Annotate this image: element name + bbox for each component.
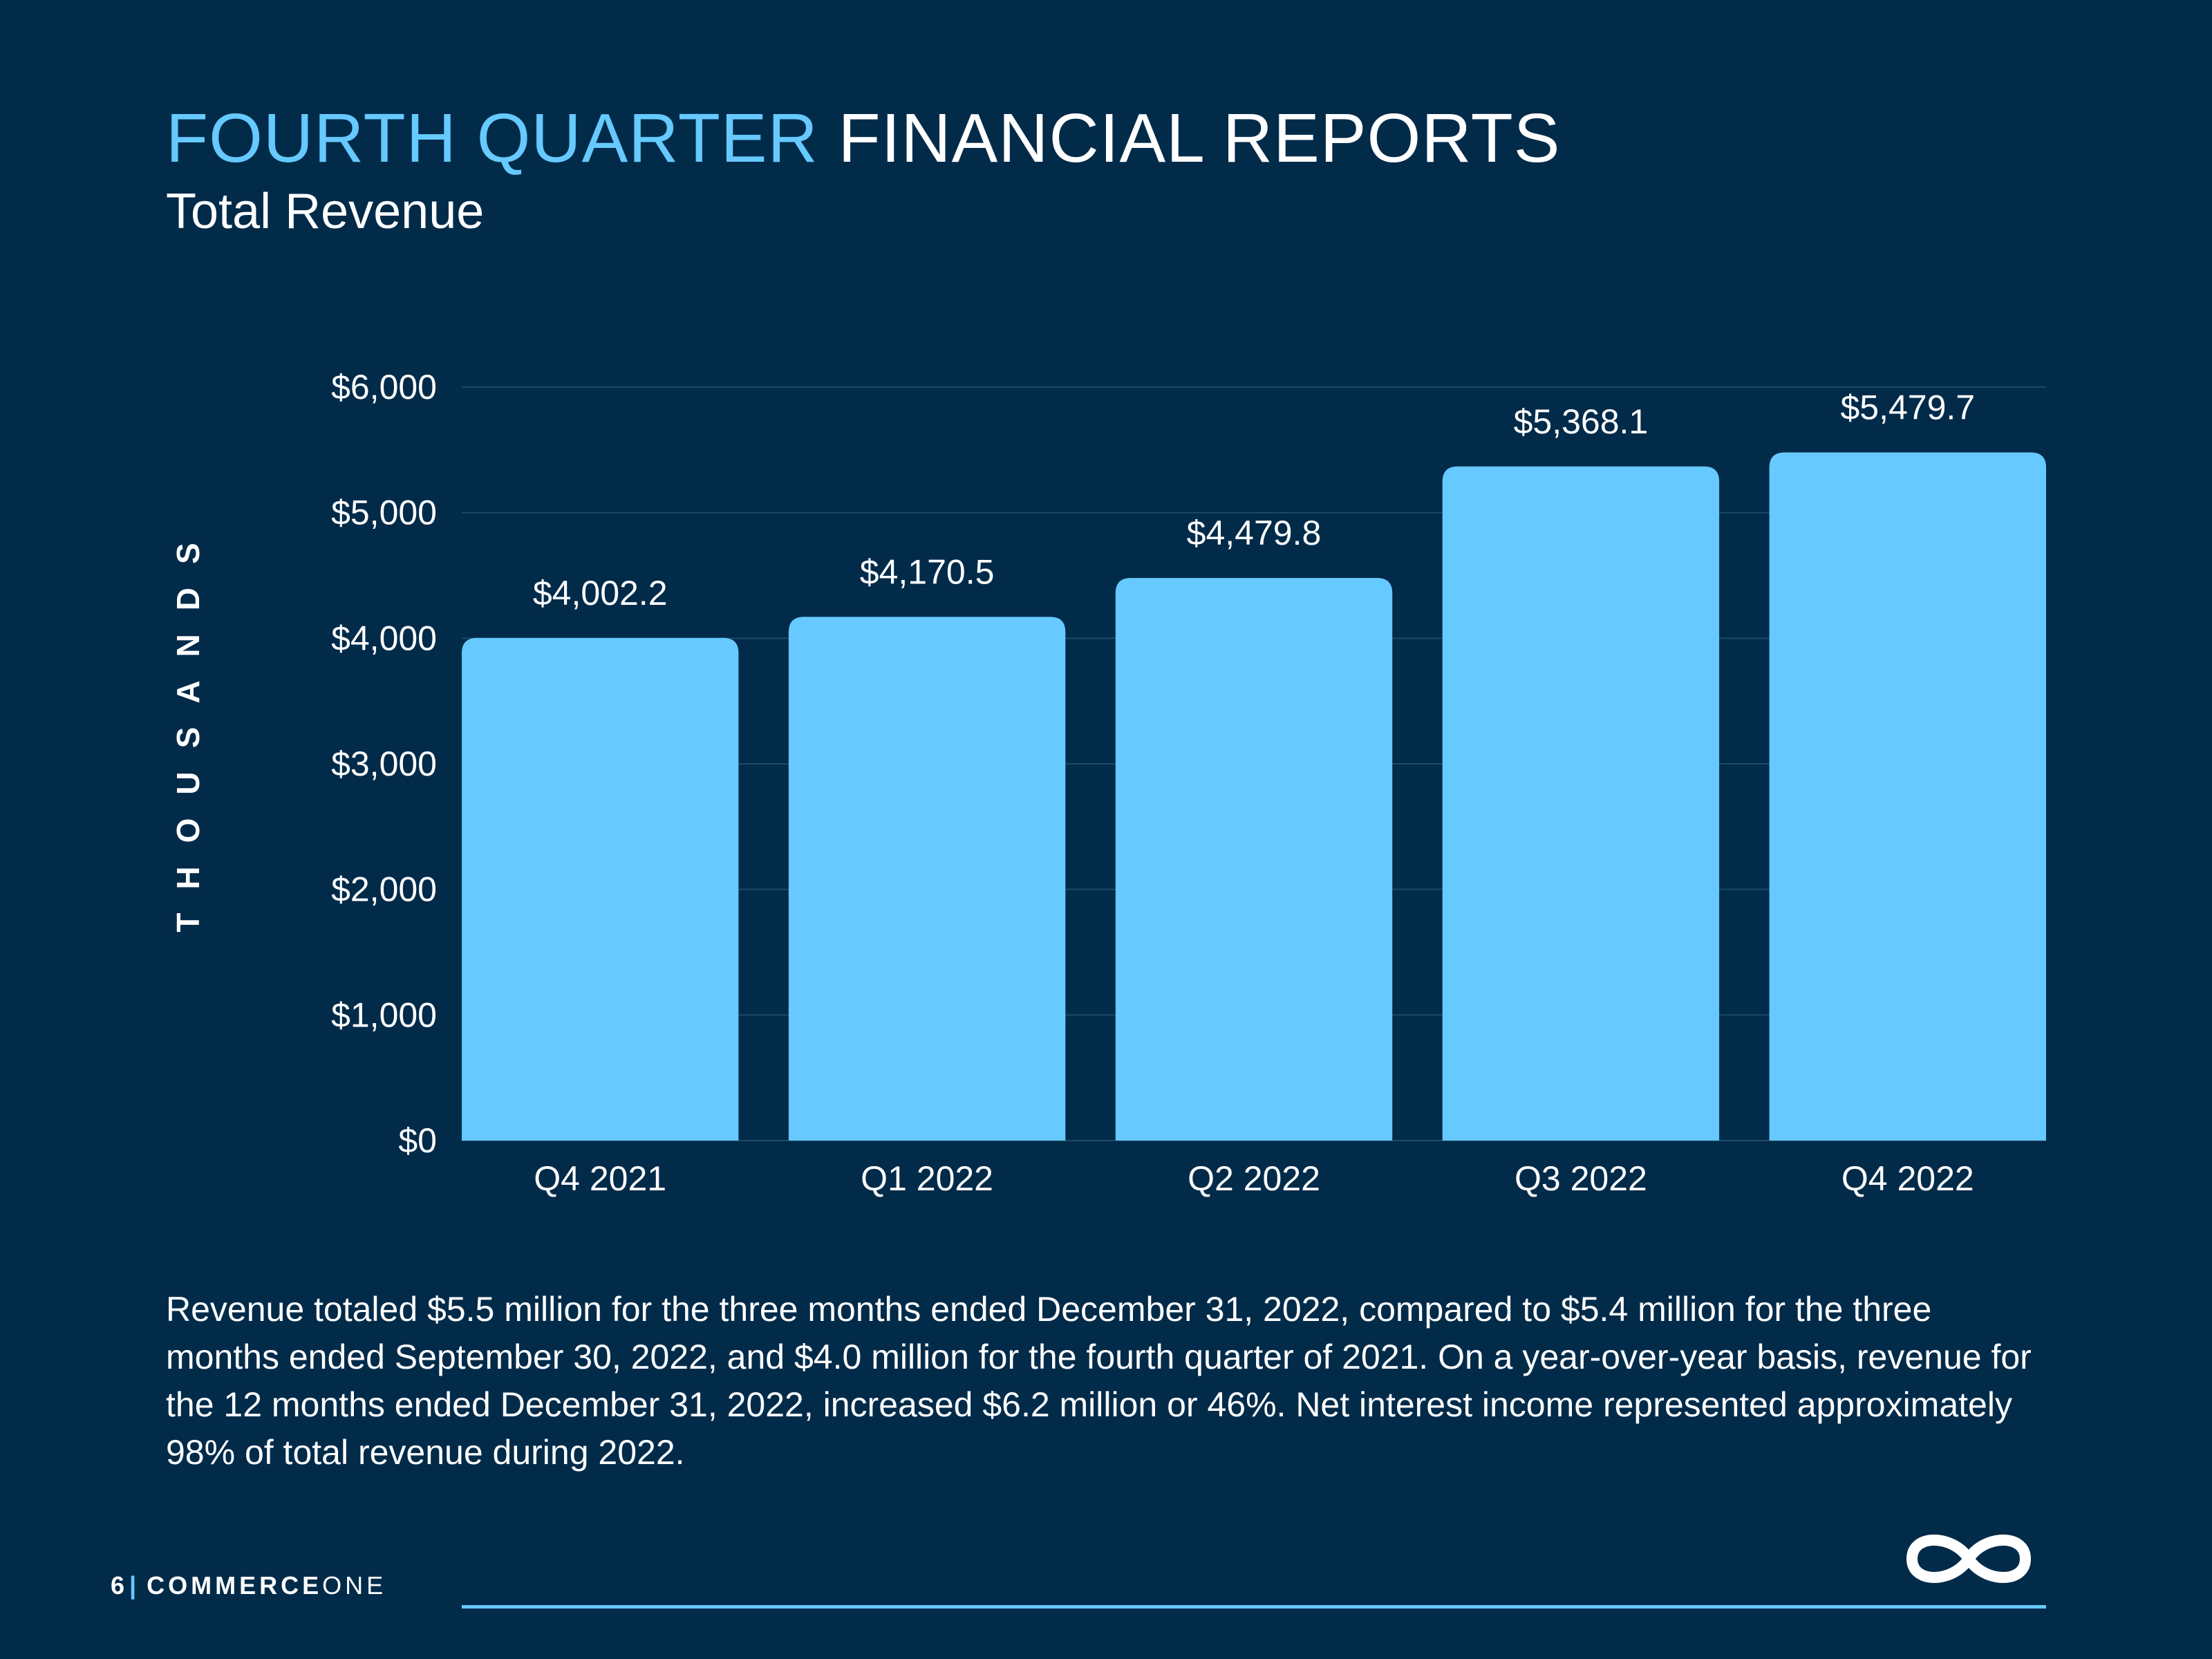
title-rest: FINANCIAL REPORTS bbox=[838, 100, 1561, 177]
data-label: $5,479.7 bbox=[1840, 388, 1975, 427]
data-label: $4,170.5 bbox=[860, 552, 995, 591]
y-tick-label: $3,000 bbox=[331, 744, 437, 783]
page-title: FOURTH QUARTER FINANCIAL REPORTS bbox=[166, 104, 1560, 173]
brand-name-bold: COMMERCE bbox=[147, 1571, 323, 1600]
bars bbox=[462, 452, 2046, 1141]
data-label: $4,002.2 bbox=[533, 574, 668, 612]
bar-q1-2022 bbox=[788, 617, 1066, 1141]
x-tick-label: Q1 2022 bbox=[861, 1159, 993, 1198]
data-label: $4,479.8 bbox=[1187, 514, 1322, 552]
data-labels: $4,002.2 $4,170.5 $4,479.8 $5,368.1 $5,479.7 bbox=[533, 388, 1975, 612]
data-label: $5,368.1 bbox=[1514, 402, 1649, 441]
y-tick-label: $5,000 bbox=[331, 494, 437, 532]
y-tick-label: $6,000 bbox=[331, 368, 437, 406]
x-tick-labels: Q4 2021 Q1 2022 Q2 2022 Q3 2022 Q4 2022 bbox=[534, 1159, 1974, 1198]
y-tick-label: $4,000 bbox=[331, 619, 437, 657]
y-tick-label: $1,000 bbox=[331, 995, 437, 1034]
footer-page-brand: 6| COMMERCEONE bbox=[111, 1573, 386, 1598]
page-subtitle: Total Revenue bbox=[166, 184, 485, 239]
bar-q2-2022 bbox=[1115, 578, 1393, 1141]
bar-q3-2022 bbox=[1442, 466, 1720, 1141]
page-number: 6 bbox=[111, 1571, 129, 1600]
x-tick-label: Q4 2021 bbox=[534, 1159, 666, 1198]
footer-separator: | bbox=[129, 1571, 140, 1600]
y-tick-label: $0 bbox=[398, 1121, 437, 1160]
title-accent: FOURTH QUARTER bbox=[166, 100, 818, 177]
revenue-bar-chart: $0 $1,000 $2,000 $3,000 $4,000 $5,000 $6,000 $… bbox=[331, 368, 2046, 1198]
y-tick-label: $2,000 bbox=[331, 870, 437, 909]
x-tick-label: Q4 2022 bbox=[1841, 1159, 1974, 1198]
footer-divider bbox=[462, 1605, 2046, 1609]
infinity-icon bbox=[1906, 1535, 2032, 1583]
bar-q4-2021 bbox=[462, 637, 739, 1141]
x-tick-label: Q2 2022 bbox=[1188, 1159, 1320, 1198]
x-tick-label: Q3 2022 bbox=[1515, 1159, 1647, 1198]
brand-name-light: ONE bbox=[322, 1571, 387, 1600]
bar-q4-2022 bbox=[1769, 452, 2046, 1141]
revenue-description: Revenue totaled $5.5 million for the thr… bbox=[166, 1290, 2032, 1472]
y-tick-labels: $0 $1,000 $2,000 $3,000 $4,000 $5,000 $6,000 bbox=[331, 368, 437, 1160]
